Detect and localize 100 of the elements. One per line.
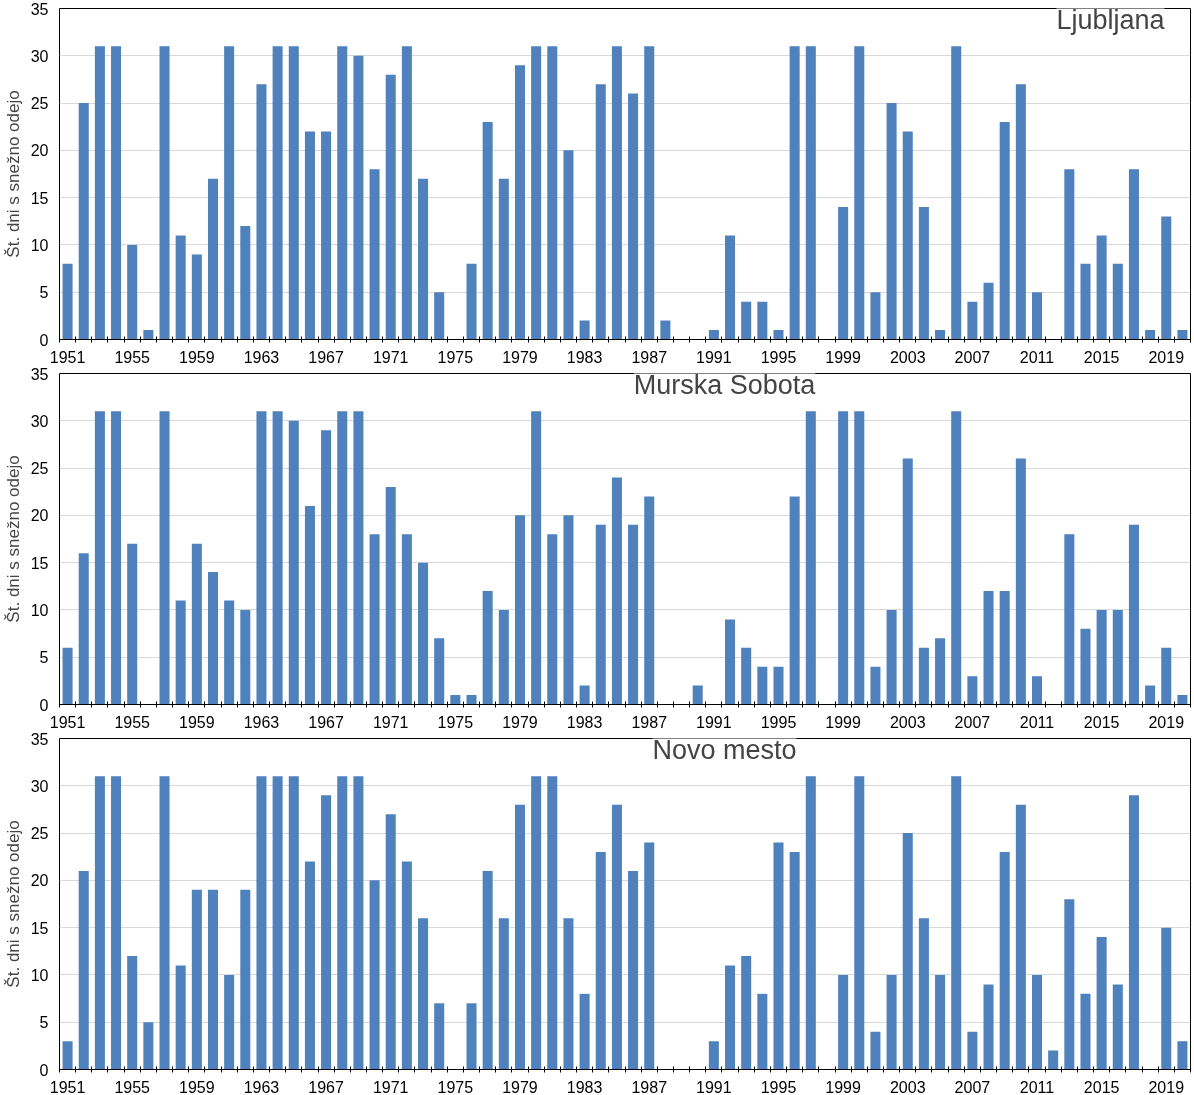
- bar: [272, 46, 283, 340]
- bar: [191, 889, 202, 1070]
- bar: [1161, 216, 1172, 340]
- bar: [918, 647, 929, 705]
- bar: [1032, 292, 1043, 340]
- bar: [918, 207, 929, 340]
- bar: [595, 851, 606, 1070]
- bar: [143, 1022, 154, 1070]
- bar: [321, 430, 332, 705]
- chart-title: Murska Sobota: [633, 369, 817, 400]
- bar: [1128, 169, 1139, 340]
- bar: [514, 804, 525, 1070]
- y-tick-label: 35: [30, 0, 49, 18]
- bar: [94, 411, 105, 705]
- bar: [595, 84, 606, 340]
- x-tick-label: 1999: [825, 348, 862, 366]
- bar: [628, 93, 639, 340]
- bar: [854, 776, 865, 1070]
- bar: [951, 411, 962, 705]
- bar: [838, 411, 849, 705]
- y-tick-label: 30: [30, 47, 49, 65]
- x-tick-label: 1963: [243, 1078, 280, 1095]
- bar: [967, 676, 978, 705]
- bar: [547, 776, 558, 1070]
- bar: [369, 534, 380, 705]
- bar: [1080, 628, 1091, 705]
- bar: [773, 330, 784, 340]
- bar: [951, 776, 962, 1070]
- y-tick-label: 10: [30, 236, 49, 254]
- bar: [935, 330, 946, 340]
- x-tick-label: 1979: [502, 713, 538, 731]
- x-tick-label: 1995: [760, 713, 797, 731]
- x-tick-label: 1963: [243, 348, 280, 366]
- x-tick-label: 1983: [566, 713, 603, 731]
- bar: [159, 46, 170, 340]
- bar: [466, 1003, 477, 1070]
- x-tick-label: 1979: [502, 1078, 538, 1095]
- bar: [94, 46, 105, 340]
- bar: [757, 301, 768, 340]
- bar: [385, 74, 396, 340]
- x-tick-label: 2015: [1083, 348, 1120, 366]
- y-tick-label: 30: [30, 777, 49, 795]
- bar: [111, 46, 122, 340]
- bar: [1080, 263, 1091, 340]
- bar: [999, 851, 1010, 1070]
- bar: [498, 609, 509, 705]
- y-tick-label: 35: [30, 365, 49, 383]
- bar: [1161, 647, 1172, 705]
- bar: [256, 776, 267, 1070]
- bar: [78, 870, 89, 1070]
- x-tick-label: 1991: [696, 1078, 732, 1095]
- bar: [127, 956, 138, 1070]
- bar: [1080, 993, 1091, 1070]
- x-tick-label: 1951: [49, 348, 86, 366]
- bar: [854, 46, 865, 340]
- bar: [531, 46, 542, 340]
- bar: [628, 870, 639, 1070]
- bar: [563, 918, 574, 1070]
- x-tick-label: 1955: [114, 348, 151, 366]
- bar: [418, 562, 429, 705]
- x-tick-label: 2019: [1148, 348, 1185, 366]
- bar: [127, 244, 138, 340]
- bar: [1112, 263, 1123, 340]
- bar: [805, 776, 816, 1070]
- x-tick-label: 1967: [308, 1078, 344, 1095]
- bar: [482, 121, 493, 340]
- bar: [805, 411, 816, 705]
- bar: [708, 330, 719, 340]
- x-tick-label: 2019: [1148, 1078, 1185, 1095]
- bar: [78, 553, 89, 705]
- bar: [191, 254, 202, 340]
- bar: [999, 591, 1010, 705]
- bar: [725, 619, 736, 705]
- bar: [660, 320, 671, 340]
- x-tick-label: 1963: [243, 713, 280, 731]
- x-tick-label: 2003: [889, 713, 926, 731]
- bar: [337, 411, 348, 705]
- bar: [611, 46, 622, 340]
- bar: [838, 207, 849, 340]
- chart-title: Novo mesto: [652, 734, 797, 765]
- bar: [741, 301, 752, 340]
- bar: [902, 458, 913, 705]
- bar: [127, 543, 138, 705]
- bar: [1064, 169, 1075, 340]
- x-tick-label: 2007: [954, 1078, 991, 1095]
- bar: [999, 121, 1010, 340]
- bar: [321, 795, 332, 1070]
- bar: [967, 301, 978, 340]
- x-tick-label: 1983: [566, 348, 603, 366]
- bar: [870, 1031, 881, 1070]
- x-tick-label: 1951: [49, 1078, 86, 1095]
- y-tick-label: 5: [39, 284, 49, 302]
- bar: [240, 889, 251, 1070]
- x-tick-label: 1975: [437, 713, 474, 731]
- bar: [224, 46, 235, 340]
- bar: [434, 638, 445, 705]
- bar: [224, 974, 235, 1070]
- x-tick-label: 1955: [114, 1078, 151, 1095]
- bar: [563, 150, 574, 340]
- y-tick-label: 0: [39, 696, 49, 714]
